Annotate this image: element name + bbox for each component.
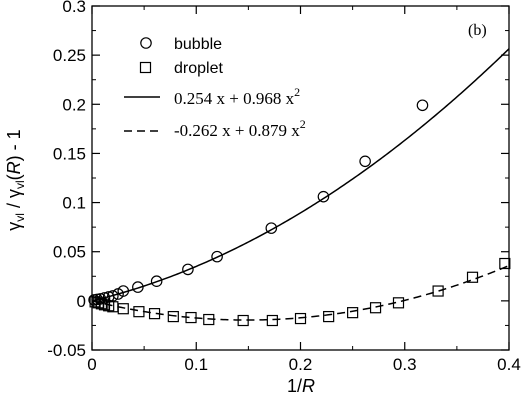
panel-label: (b) xyxy=(468,22,487,39)
bubble-point xyxy=(317,190,330,203)
droplet-point xyxy=(323,310,335,323)
legend-bubble-label: bubble xyxy=(174,36,222,53)
bubble-point xyxy=(359,155,371,168)
legend-droplet-label: droplet xyxy=(174,60,223,77)
droplet-point xyxy=(98,299,111,311)
droplet-point xyxy=(148,308,161,320)
bubble-point xyxy=(416,99,429,112)
y-axis-label: γvl / γvl(R) - 1 xyxy=(4,129,27,230)
droplet-point xyxy=(369,302,382,314)
droplet-point xyxy=(167,310,179,323)
y-tick-label: -0.05 xyxy=(47,341,86,360)
droplet-point xyxy=(466,271,479,283)
droplet-point xyxy=(237,314,249,327)
droplet-point xyxy=(117,303,129,315)
droplet-point xyxy=(89,296,101,308)
y-tick-label: 0.25 xyxy=(53,46,86,65)
bubble-point xyxy=(117,285,130,297)
legend-dashed-fit-equation: -0.262 x + 0.879 x2 xyxy=(174,117,306,140)
droplet-point xyxy=(392,297,405,309)
droplet-point xyxy=(294,312,307,325)
legend-bubble-marker xyxy=(140,37,152,49)
y-tick-label: 0.2 xyxy=(62,95,86,114)
x-tick-label: 0.2 xyxy=(289,355,313,374)
x-axis-label: 1/R xyxy=(287,376,315,396)
droplet-point xyxy=(266,314,278,327)
y-tick-label: 0.3 xyxy=(62,0,86,16)
droplet-point xyxy=(499,257,511,270)
y-tick-label: 0 xyxy=(77,292,86,311)
droplet-point xyxy=(95,298,107,310)
droplet-point xyxy=(185,311,197,324)
y-tick-label: 0.15 xyxy=(53,144,86,163)
bubble-point xyxy=(265,222,278,234)
droplet-point xyxy=(103,300,115,312)
x-tick-label: 0.4 xyxy=(497,355,521,374)
legend-solid-fit-equation: 0.254 x + 0.968 x2 xyxy=(174,85,300,108)
data-layer xyxy=(88,48,511,327)
y-tick-label: 0.1 xyxy=(62,194,86,213)
droplet-point xyxy=(432,285,444,297)
x-tick-label: 0.1 xyxy=(184,355,208,374)
x-tick-label: 0.3 xyxy=(393,355,417,374)
droplet-point xyxy=(133,306,145,318)
droplet-point xyxy=(203,313,215,326)
legend-droplet-marker xyxy=(139,61,152,74)
legend: bubble droplet 0.254 x + 0.968 x2 -0.262… xyxy=(124,36,306,140)
bubble-point xyxy=(182,263,194,276)
bubble-point xyxy=(211,250,223,263)
y-tick-label: 0.05 xyxy=(53,243,86,262)
bubble-point xyxy=(132,281,144,293)
bubble-point xyxy=(150,275,163,287)
droplet-fit-curve xyxy=(91,264,510,321)
droplet-point xyxy=(347,307,359,319)
x-tick-label: 0 xyxy=(87,355,96,374)
